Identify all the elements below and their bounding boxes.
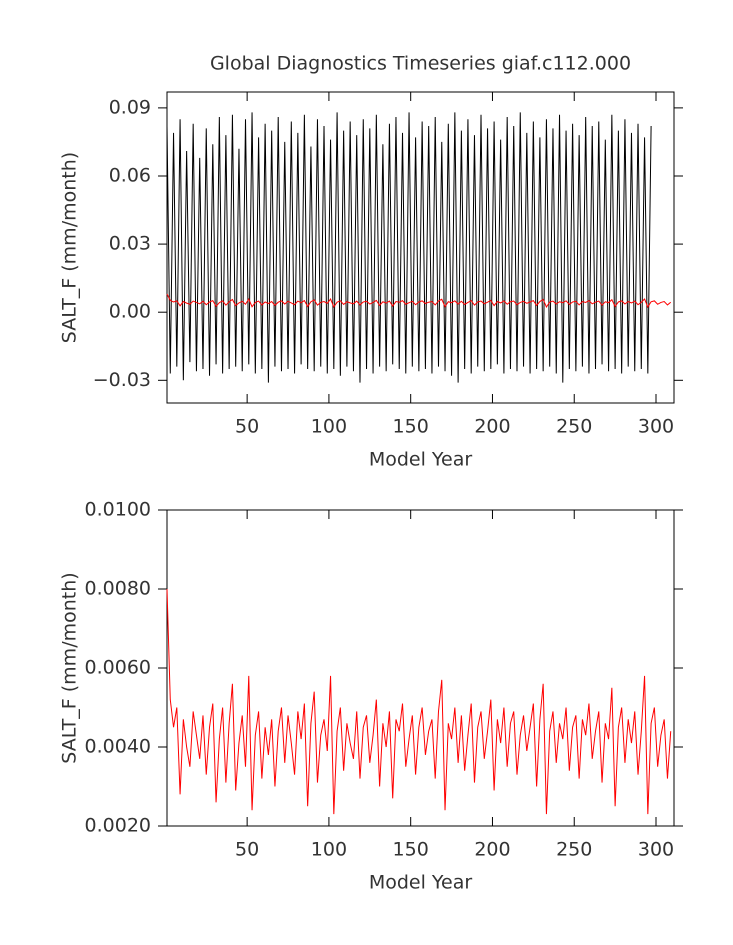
y-tick-label: 0.03 xyxy=(109,233,151,255)
series-line xyxy=(166,112,652,383)
plot-frame xyxy=(166,509,675,827)
x-tick-label: 50 xyxy=(235,416,259,438)
x-tick-label: 150 xyxy=(393,839,429,861)
y-tick-label: 0.0080 xyxy=(85,578,151,600)
x-tick-label: 100 xyxy=(311,416,347,438)
y-tick-label: 0.09 xyxy=(109,96,151,118)
x-axis-label: Model Year xyxy=(369,872,473,894)
y-tick-label: 0.0020 xyxy=(85,815,151,837)
y-axis-label: SALT_F (mm/month) xyxy=(59,572,81,763)
y-tick-label: 0.06 xyxy=(109,164,151,186)
x-tick-label: 250 xyxy=(556,839,592,861)
series-line xyxy=(166,588,672,815)
series-line xyxy=(166,293,672,309)
x-tick-label: 150 xyxy=(393,416,429,438)
x-axis-label: Model Year xyxy=(369,449,473,471)
plot-frame xyxy=(166,91,675,404)
x-tick-label: 200 xyxy=(474,839,510,861)
y-tick-label: 0.0040 xyxy=(85,736,151,758)
y-tick-label: 0.00 xyxy=(109,301,151,323)
x-tick-label: 50 xyxy=(235,839,259,861)
x-tick-label: 100 xyxy=(311,839,347,861)
x-tick-label: 250 xyxy=(556,416,592,438)
y-tick-label: −0.03 xyxy=(93,369,151,391)
x-tick-label: 300 xyxy=(638,416,674,438)
x-tick-label: 200 xyxy=(474,416,510,438)
chart-title: Global Diagnostics Timeseries giaf.c112.… xyxy=(210,53,631,75)
y-tick-label: 0.0060 xyxy=(85,657,151,679)
y-tick-label: 0.0100 xyxy=(85,499,151,521)
y-axis-label: SALT_F (mm/month) xyxy=(59,152,81,343)
x-tick-label: 300 xyxy=(638,839,674,861)
